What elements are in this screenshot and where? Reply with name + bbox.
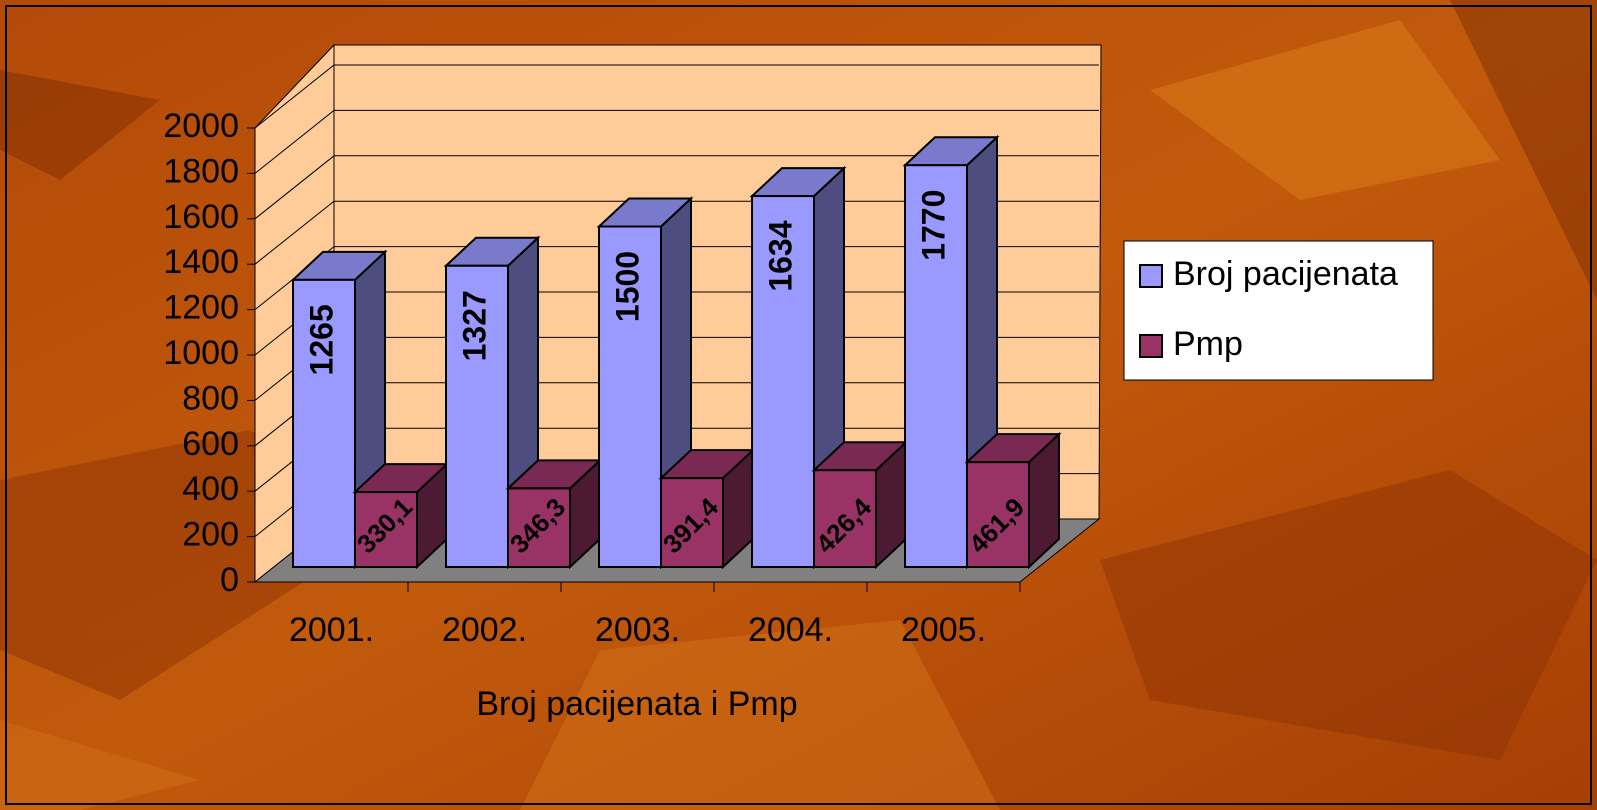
- legend-swatch: [1139, 264, 1163, 288]
- bar-front: [598, 225, 662, 568]
- bar-front: [660, 477, 724, 568]
- legend-label: Pmp: [1173, 325, 1243, 363]
- bar-front: [904, 164, 968, 569]
- y-tick-label: 1000: [163, 334, 239, 372]
- bar: [352, 461, 450, 570]
- grid-line: [254, 64, 1099, 129]
- bar-front: [751, 195, 815, 568]
- y-tick-label: 1600: [163, 198, 239, 236]
- y-tick-label: 200: [182, 516, 239, 554]
- bar: [811, 439, 909, 570]
- legend: [1123, 240, 1434, 381]
- y-tick-label: 800: [182, 379, 239, 417]
- bar-front: [445, 264, 509, 568]
- y-tick-label: 1400: [163, 243, 239, 281]
- data-label: 1500: [609, 251, 645, 322]
- legend-label: Broj pacijenata: [1173, 255, 1398, 293]
- y-tick-label: 600: [182, 425, 239, 463]
- plot: [247, 43, 1102, 592]
- y-tick-label: 0: [220, 561, 239, 599]
- data-label: 1634: [762, 220, 798, 291]
- frame: [5, 5, 1592, 805]
- bar: [443, 235, 541, 570]
- bar: [964, 431, 1062, 570]
- y-tick-label: 1800: [163, 152, 239, 190]
- bar-front: [292, 278, 356, 568]
- bar-front: [813, 469, 877, 569]
- bar: [658, 447, 756, 570]
- x-tick-label: 2002.: [442, 611, 527, 649]
- data-label: 1327: [456, 290, 492, 361]
- data-label: 1265: [303, 304, 339, 375]
- y-tick-label: 1200: [163, 289, 239, 327]
- x-tick-label: 2005.: [901, 611, 986, 649]
- y-tick-label: 400: [182, 470, 239, 508]
- bar-front: [354, 491, 418, 568]
- x-axis-label: Broj pacijenata i Pmp: [476, 685, 797, 723]
- grid-line: [254, 155, 1099, 220]
- legend-swatch: [1139, 334, 1163, 358]
- bar-front: [507, 487, 571, 568]
- bar: [505, 458, 603, 570]
- bar-front: [966, 461, 1030, 569]
- grid-line: [254, 109, 1099, 174]
- x-tick-label: 2004.: [748, 611, 833, 649]
- x-tick-label: 2001.: [289, 611, 374, 649]
- x-tick-label: 2003.: [595, 611, 680, 649]
- data-label: 1770: [915, 190, 951, 261]
- y-tick-label: 2000: [163, 107, 239, 145]
